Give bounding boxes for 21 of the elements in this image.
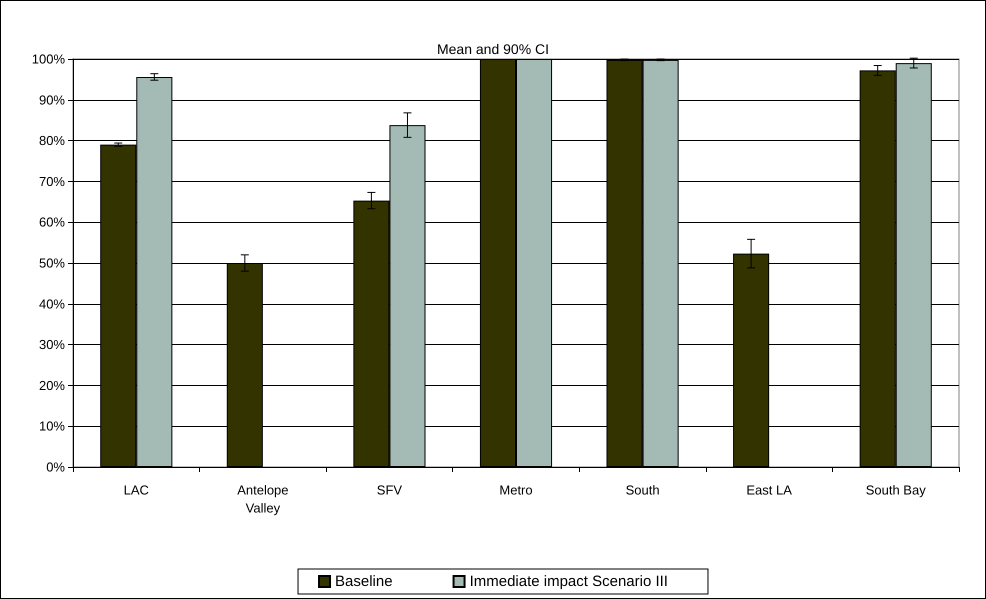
legend-label: Baseline	[335, 573, 393, 590]
y-tick-label: 20%	[38, 378, 66, 393]
y-tick-label: 30%	[38, 337, 66, 352]
y-tick-label: 40%	[38, 296, 66, 312]
x-tick-label: Antelope Valley	[237, 482, 289, 516]
y-tick-label: 50%	[38, 256, 66, 270]
x-tick-label: Metro	[499, 482, 533, 498]
x-tick-label: East LA	[746, 482, 792, 498]
x-tick-label: LAC	[124, 482, 149, 498]
y-tick-label: 70%	[38, 174, 66, 189]
y-tick-label: 10%	[38, 418, 66, 434]
y-tick-label: 90%	[38, 92, 66, 108]
y-tick-label: 80%	[38, 133, 66, 148]
chart-title: Mean and 90% CI	[436, 41, 550, 57]
legend-label: Immediate impact Scenario III	[470, 573, 668, 590]
x-tick-label: South	[626, 482, 660, 498]
y-tick-label: 60%	[38, 214, 66, 230]
x-tick-label: SFV	[376, 482, 402, 498]
y-tick-label: 100%	[32, 52, 66, 66]
x-tick-label: South Bay	[866, 482, 926, 498]
y-tick-label: 0%	[46, 460, 66, 474]
